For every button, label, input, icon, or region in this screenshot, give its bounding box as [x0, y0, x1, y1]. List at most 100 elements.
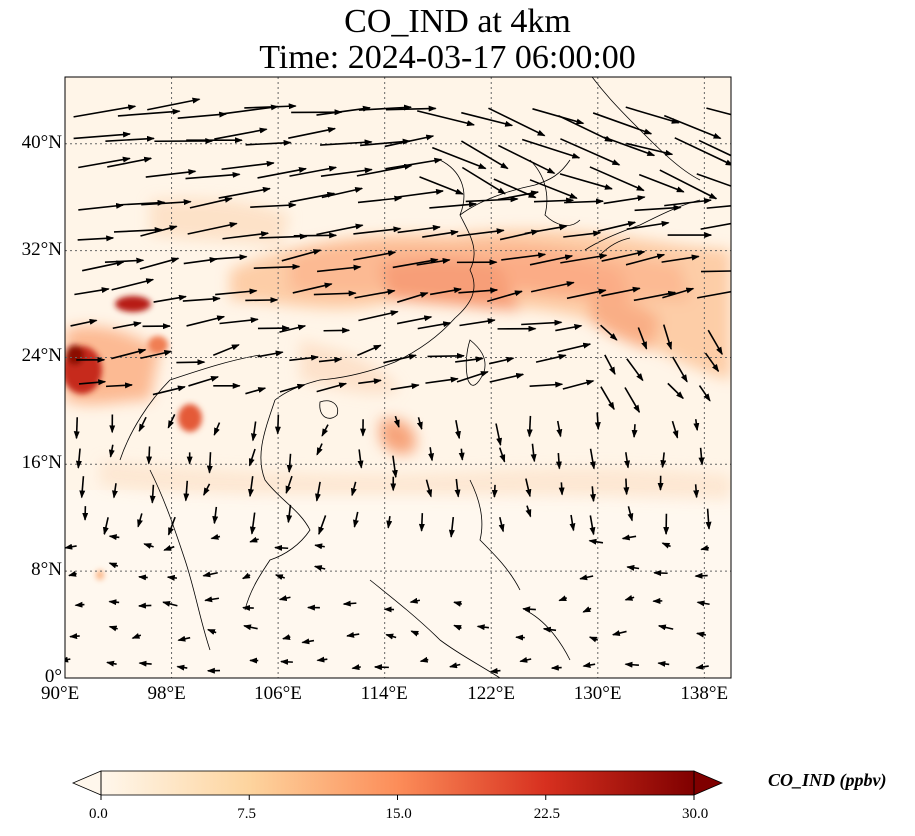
wind-arrow	[104, 257, 145, 264]
wind-arrow	[498, 516, 505, 533]
wind-arrow	[427, 352, 465, 359]
wind-arrow	[392, 257, 439, 269]
wind-arrow	[626, 142, 674, 156]
colorbar-extend-max	[693, 770, 724, 796]
wind-arrow	[244, 103, 297, 110]
wind-arrow	[358, 378, 382, 385]
wind-arrow	[394, 188, 444, 199]
wind-arrow	[281, 249, 322, 262]
wind-arrow	[493, 178, 537, 199]
y-tick-label: 0°	[44, 666, 62, 687]
wind-arrow	[497, 144, 556, 175]
wind-arrow	[662, 324, 672, 350]
wind-arrow	[185, 171, 241, 180]
wind-arrow	[241, 572, 251, 580]
wind-arrow	[582, 606, 592, 613]
colorbar-label: CO_IND (ppbv)	[768, 770, 887, 790]
wind-arrow	[253, 263, 301, 270]
wind-arrow	[250, 421, 257, 442]
wind-arrow	[350, 481, 357, 497]
wind-arrow	[698, 385, 711, 402]
wind-arrow	[247, 476, 254, 498]
wind-arrow	[693, 419, 700, 432]
wind-arrow	[320, 139, 373, 146]
wind-arrow	[288, 127, 337, 139]
wind-arrow	[353, 226, 402, 235]
y-tick-label: 40°N	[21, 131, 62, 153]
wind-arrow	[559, 173, 613, 190]
wind-arrow	[385, 105, 437, 112]
wind-arrow	[111, 483, 118, 499]
wind-arrow	[292, 282, 333, 294]
wind-arrow	[501, 252, 547, 261]
wind-arrow	[604, 354, 616, 376]
wind-arrow	[458, 448, 465, 461]
wind-arrow	[579, 574, 594, 581]
wind-arrow	[153, 294, 187, 303]
wind-arrow	[461, 111, 514, 127]
wind-arrow	[147, 97, 201, 111]
wind-arrow	[257, 350, 284, 358]
wind-arrow	[73, 104, 137, 118]
wind-arrow	[529, 179, 578, 200]
wind-arrow	[416, 417, 423, 431]
wind-arrow	[78, 202, 125, 211]
colorbar-tick-label: 15.0	[385, 806, 412, 822]
wind-arrow	[182, 295, 221, 302]
wind-arrow	[354, 288, 396, 299]
wind-arrow	[700, 544, 710, 551]
wind-arrow	[73, 417, 80, 440]
wind-arrow	[385, 633, 397, 640]
wind-arrow	[558, 114, 613, 143]
wind-arrow	[566, 288, 607, 300]
wind-arrow	[320, 167, 373, 178]
wind-arrow	[522, 606, 536, 613]
wind-arrow	[105, 135, 155, 142]
wind-arrow	[358, 310, 399, 322]
y-tick-label: 32°N	[21, 238, 62, 260]
wind-arrow	[495, 423, 503, 447]
wind-arrow	[588, 636, 599, 643]
wind-arrow	[529, 254, 574, 266]
wind-arrow	[138, 660, 152, 667]
wind-arrow	[663, 114, 722, 140]
wind-arrow	[183, 257, 218, 265]
wind-arrow	[594, 412, 601, 431]
wind-arrow	[631, 424, 638, 439]
wind-arrow	[146, 446, 153, 465]
wind-arrow	[353, 511, 359, 528]
wind-arrow	[112, 321, 142, 330]
wind-arrow	[491, 484, 498, 498]
wind-arrow	[108, 444, 115, 458]
wind-arrow	[108, 562, 119, 569]
wind-arrow	[207, 628, 217, 635]
wind-arrow	[706, 204, 731, 209]
wind-arrow	[662, 287, 695, 299]
wind-arrow	[274, 414, 281, 435]
wind-arrow	[660, 452, 667, 469]
wind-arrow	[521, 138, 581, 159]
colorbar-gradient	[101, 771, 694, 795]
wind-arrow	[177, 111, 228, 119]
wind-arrow	[188, 376, 219, 387]
wind-arrow	[592, 112, 653, 135]
wind-arrow	[385, 157, 443, 170]
wind-arrow	[454, 478, 461, 498]
wind-arrow	[140, 225, 178, 237]
wind-arrow	[693, 484, 700, 499]
wind-arrow	[601, 286, 641, 297]
wind-arrow	[285, 475, 293, 494]
wind-arrow	[250, 202, 297, 209]
wind-arrow	[152, 385, 186, 396]
wind-arrow	[525, 505, 532, 518]
wind-arrow	[600, 386, 615, 411]
wind-arrow	[313, 290, 357, 297]
wind-arrow	[278, 595, 291, 601]
colorbar-tick-label: 30.0	[682, 806, 709, 822]
wind-arrow	[701, 270, 731, 273]
wind-arrow	[589, 166, 645, 192]
wind-arrow	[698, 447, 705, 466]
wind-arrow	[695, 631, 707, 638]
wind-arrow	[351, 664, 361, 671]
